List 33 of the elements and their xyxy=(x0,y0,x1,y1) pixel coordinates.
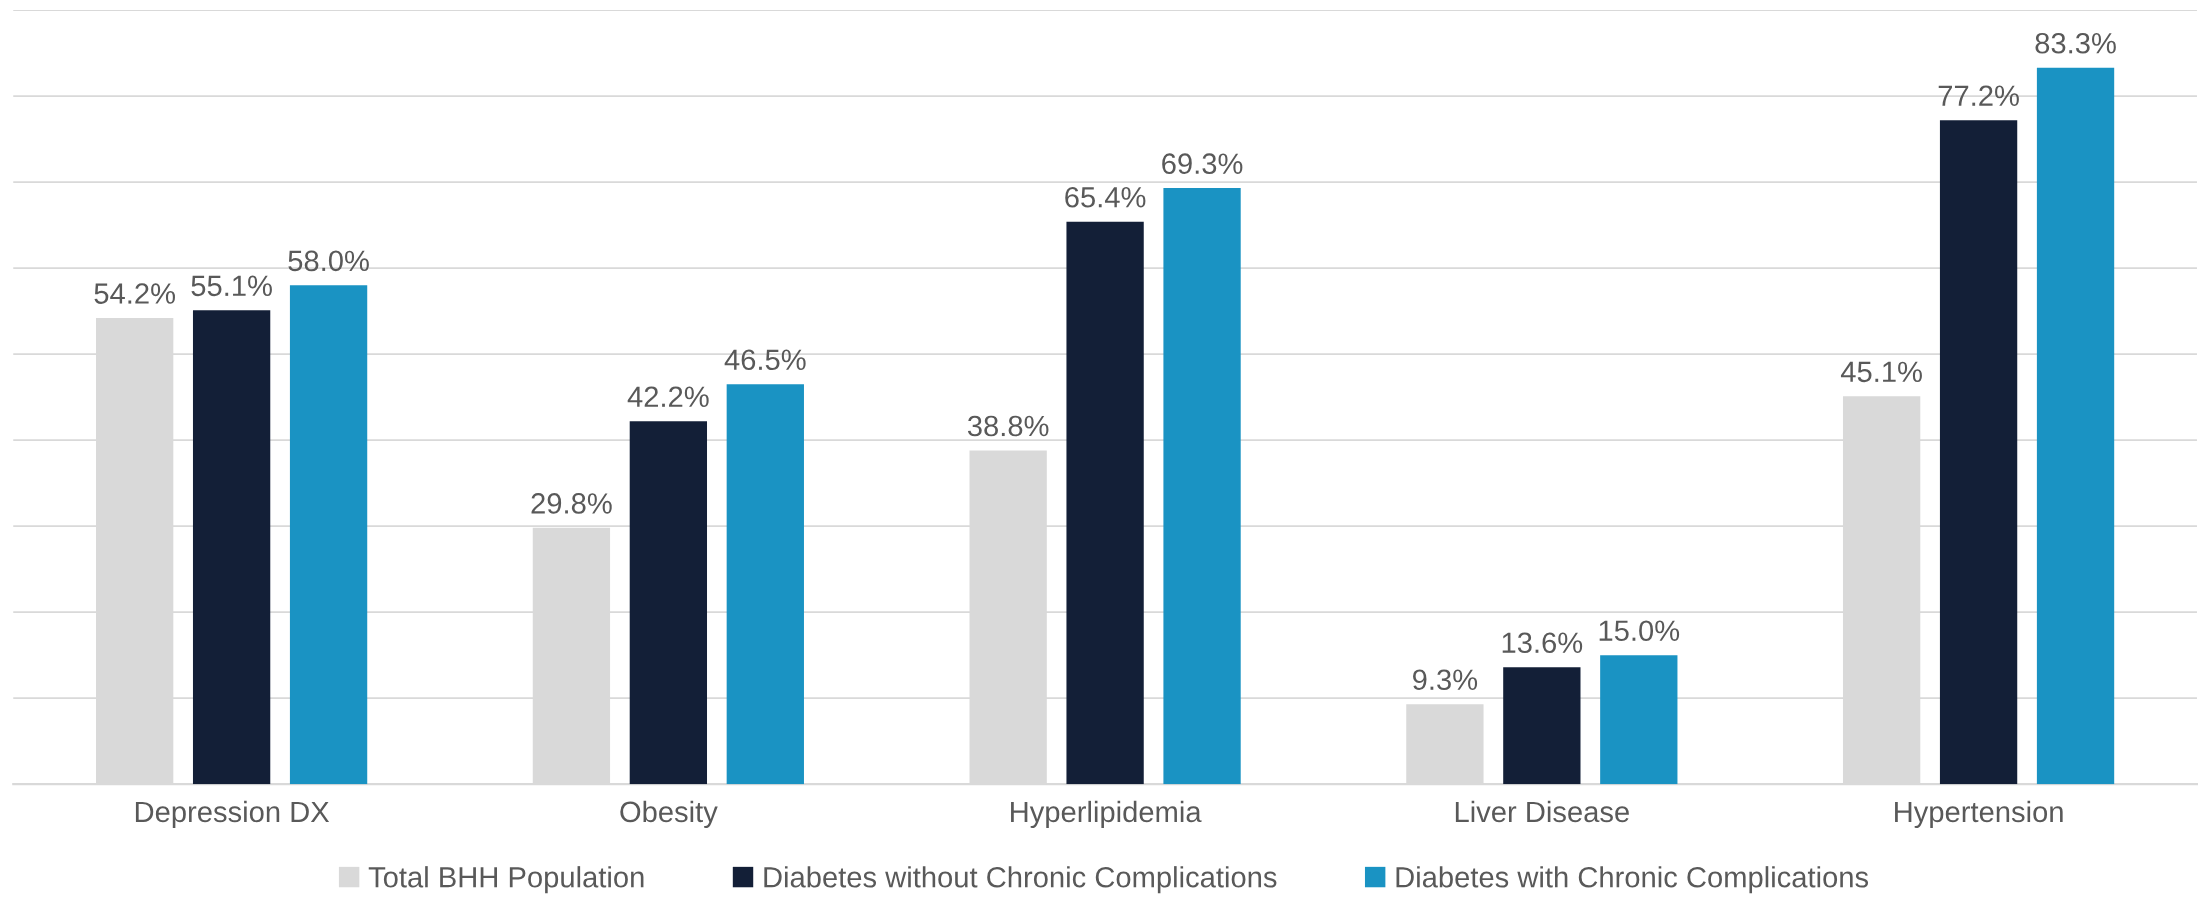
data-label: 46.5% xyxy=(724,349,806,371)
bar xyxy=(1939,120,2018,785)
bar xyxy=(629,421,708,785)
data-label: 38.8% xyxy=(967,415,1049,437)
x-tick-label: Liver Disease xyxy=(1455,800,1629,823)
data-label: 29.8% xyxy=(531,493,612,514)
bar xyxy=(726,384,804,785)
data-label: 69.3% xyxy=(1162,153,1243,175)
data-label: 9.3% xyxy=(1413,669,1478,691)
data-label: 13.6% xyxy=(1502,632,1583,654)
legend-label: Diabetes without Chronic Complications xyxy=(764,866,1277,894)
data-label: 77.2% xyxy=(1938,85,2019,106)
bar xyxy=(1503,667,1581,785)
legend-label: Total BHH Population xyxy=(368,866,644,894)
bar xyxy=(289,285,368,785)
x-tick-label: Hypertension xyxy=(1895,800,2063,829)
bar xyxy=(2036,67,2115,785)
data-label: 45.1% xyxy=(1840,361,1922,383)
data-label: 15.0% xyxy=(1599,620,1680,642)
legend-label: Diabetes with Chronic Complications xyxy=(1396,866,1869,894)
data-label: 58.0% xyxy=(288,250,369,272)
data-label: 65.4% xyxy=(1065,186,1146,208)
x-tick-label: Hyperlipidemia xyxy=(1011,800,1202,829)
x-tick-label: Obesity xyxy=(620,800,718,829)
bar xyxy=(1600,655,1678,785)
data-label: 55.1% xyxy=(191,275,272,297)
data-label: 54.2% xyxy=(94,283,175,304)
bar xyxy=(192,310,271,785)
data-label: 83.3% xyxy=(2035,32,2116,54)
bar xyxy=(1066,221,1144,785)
bar xyxy=(1163,188,1241,785)
x-tick-label: Depression DX xyxy=(135,800,330,829)
data-label: 42.2% xyxy=(627,386,709,407)
